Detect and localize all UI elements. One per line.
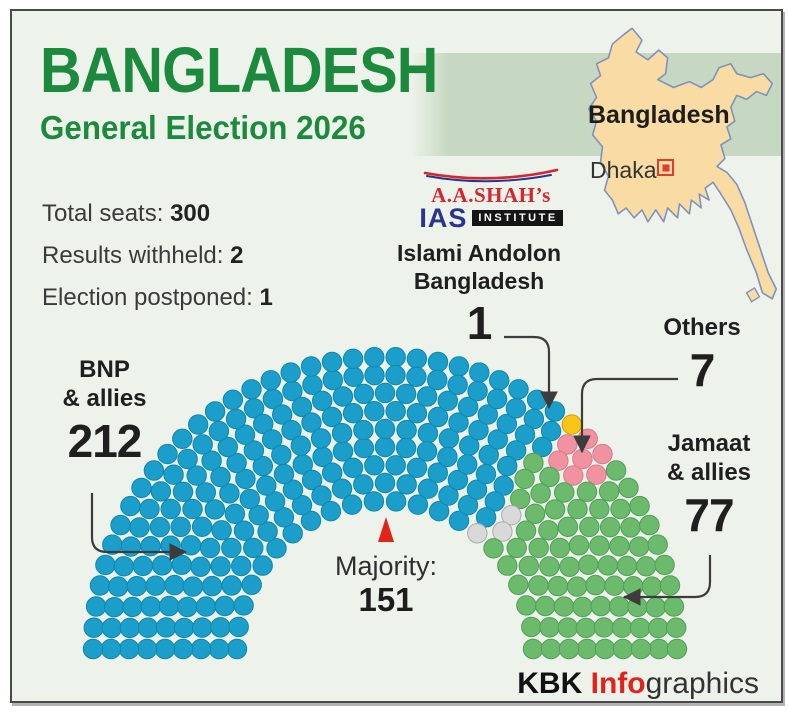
party-name: Jamaat [667,430,751,457]
map-country-label: Bangladesh [588,101,730,129]
party-name: Bangladesh [413,268,545,294]
party-name: & allies [62,385,147,412]
party-seats: 77 [684,489,734,541]
party-seats: 1 [466,297,493,349]
credit-graphics: graphics [645,667,759,700]
party-seats: 212 [67,415,143,467]
infographic-panel: BANGLADESH General Election 2026 Total s… [10,9,783,703]
connector-others [573,377,678,454]
majority-triangle-icon [378,517,394,542]
label-islami-andolon: Islami Andolon Bangladesh 1 [369,239,589,347]
connector-lines [90,335,712,606]
hemicycle-chart [82,335,712,660]
stat-label: Election postponed: [42,284,253,311]
logo-ias: IAS [419,203,468,233]
stat-value: 1 [259,284,273,311]
stat-label: Results withheld: [42,242,224,269]
connector-islami [504,335,558,410]
label-majority: Majority: 151 [306,551,466,619]
bangladesh-map [587,27,778,303]
logo-name: A.A.SHAH’s [431,183,551,207]
label-bnp: BNP & allies 212 [32,355,177,465]
connector-bnp [90,493,188,561]
logo-swoosh-icon [423,168,559,183]
label-others: Others 7 [632,313,772,394]
stat-election-postponed: Election postponed: 1 [42,277,273,319]
page-subtitle: General Election 2026 [40,109,366,146]
label-jamaat: Jamaat & allies 77 [639,429,779,539]
credit-info: Info [590,667,646,700]
stat-results-withheld: Results withheld: 2 [42,235,273,277]
stat-label: Total seats: [42,200,164,227]
party-name: BNP [79,356,130,383]
bangladesh-outline [587,27,778,300]
seat-dots [82,347,688,660]
stats-block: Total seats: 300 Results withheld: 2 Ele… [42,193,273,319]
island-shape [745,286,761,303]
connector-jamaat [622,555,712,606]
stat-total-seats: Total seats: 300 [42,193,273,235]
party-name: & allies [666,459,752,486]
majority-label-text: Majority: [334,551,437,581]
institute-logo: A.A.SHAH’s IAS INSTITUTE [416,167,566,233]
page-title: BANGLADESH [40,34,438,106]
dhaka-marker-icon [657,159,674,176]
stat-value: 300 [170,200,211,227]
logo-institute: INSTITUTE [472,210,563,226]
party-name: Others [663,314,741,341]
credit-line: KBK Infographics [517,667,759,701]
map-city-label: Dhaka [590,157,657,183]
majority-value: 151 [358,581,414,618]
party-name: Islami Andolon [397,240,561,266]
credit-kbk: KBK [517,667,591,700]
stat-value: 2 [230,242,244,269]
party-seats: 7 [689,344,716,396]
